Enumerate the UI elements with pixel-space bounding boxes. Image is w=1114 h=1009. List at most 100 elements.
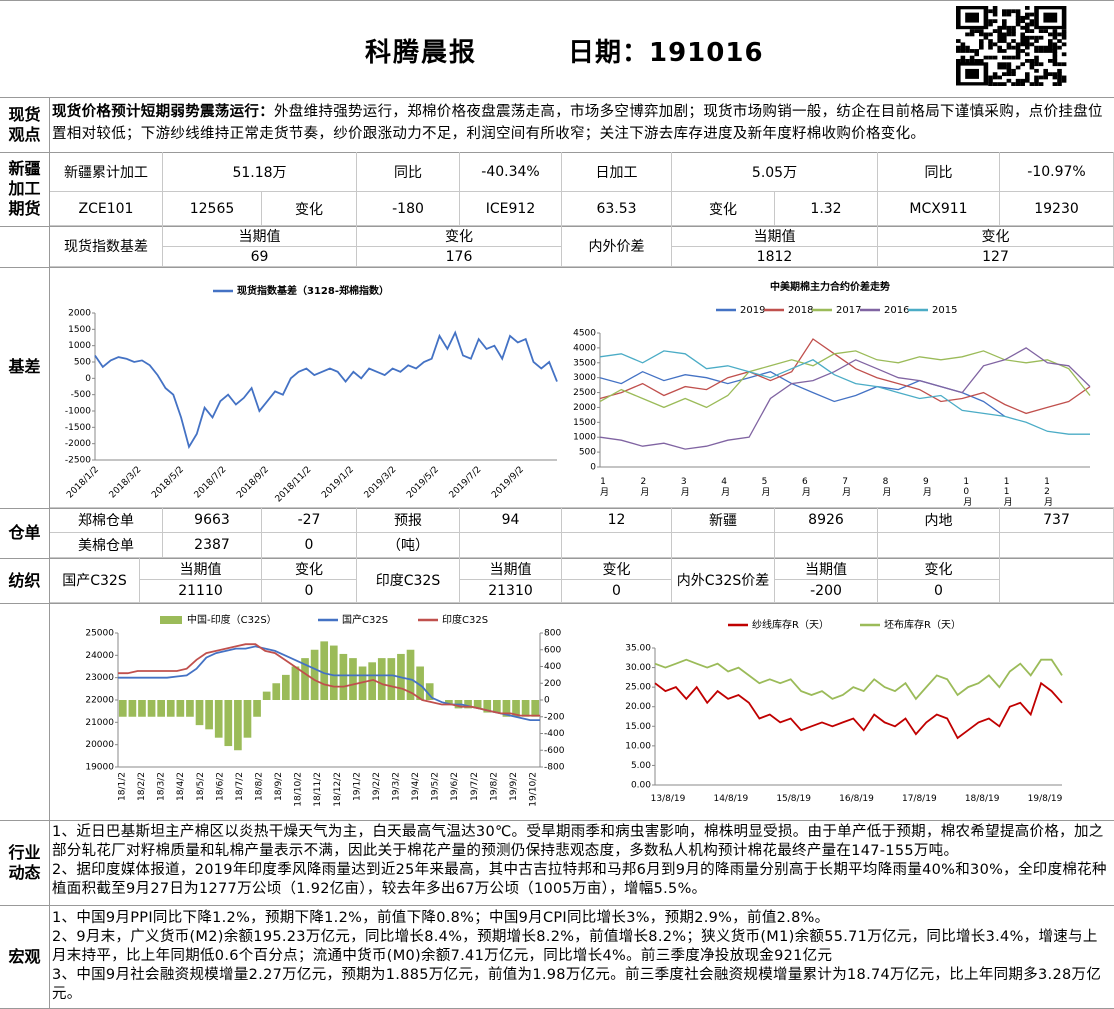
qr-module (988, 55, 993, 60)
qr-module (1006, 9, 1012, 14)
legend-label: 2018 (788, 305, 813, 316)
x-tick-label: 18/12/2 (333, 772, 343, 807)
qr-module (1025, 58, 1030, 63)
table-cell: 变化 (262, 558, 357, 580)
legend-label: 2017 (836, 305, 861, 316)
bar (291, 666, 300, 700)
macro-news-item: 1、中国9月PPI同比下降1.2%，预期下降1.2%，前值下降0.8%；中国9月… (52, 910, 830, 926)
legend-swatch (160, 616, 182, 624)
y-tick-label: -500 (71, 390, 92, 400)
legend-label: 坯布库存R（天） (884, 618, 961, 631)
bar (166, 700, 175, 717)
table-cell: 变化 (357, 226, 562, 247)
table-cell: 9663 (163, 508, 262, 533)
qr-finder (1043, 12, 1058, 23)
table-cell: 当期值 (140, 558, 262, 580)
y-tick-label: 35.00 (625, 644, 651, 654)
qr-module (1048, 49, 1053, 53)
table-cell: 内外C32S价差 (672, 558, 775, 603)
qr-module (1052, 55, 1058, 60)
x-tick-label: 2019/9/2 (490, 465, 526, 501)
y2-tick-label: 200 (544, 679, 561, 689)
bar (445, 700, 453, 705)
qr-module (1015, 45, 1021, 50)
y-tick-label: 21000 (85, 718, 114, 728)
y-tick-label: 2500 (573, 388, 596, 398)
qr-module (1020, 25, 1025, 30)
bar (310, 649, 319, 700)
qr-module (1043, 49, 1048, 53)
qr-module (1034, 75, 1039, 80)
qr-module (960, 58, 966, 63)
qr-module (997, 25, 1002, 30)
industry-news: 1、近日巴基斯坦主产棉区以炎热干燥天气为主，白天最高气温达30℃。受旱期雨季和病… (52, 823, 1112, 899)
qr-module (1015, 55, 1021, 60)
x-tick-label: 2019/7/2 (448, 465, 484, 501)
x-tick-label: 9月 (921, 477, 932, 497)
qr-module (1006, 42, 1012, 47)
spot-view-heading: 现货价格预计短期弱势震荡运行： (52, 104, 274, 120)
qr-module (1020, 62, 1025, 67)
bar (493, 700, 501, 713)
y-tick-label: 2000 (68, 309, 91, 319)
qr-module (1006, 12, 1012, 17)
y2-tick-label: 800 (544, 629, 561, 639)
qr-module (1011, 9, 1016, 14)
table-cell: 94 (460, 508, 562, 533)
qr-module (1052, 45, 1058, 50)
x-tick-label: 11月 (1002, 477, 1013, 507)
y-tick-label: 0 (590, 463, 596, 473)
qr-module (1025, 75, 1030, 80)
qr-module (974, 29, 979, 33)
section-label-text: 基差 (8, 357, 41, 376)
qr-module (1034, 82, 1039, 86)
qr-module (1061, 29, 1067, 33)
qr-module (969, 55, 975, 60)
qr-module (1020, 42, 1025, 47)
table-cell: （吨） (357, 533, 460, 558)
table-cell: 预报 (357, 508, 460, 533)
qr-module (1057, 82, 1062, 86)
qr-module (1034, 49, 1039, 53)
bar (138, 700, 146, 717)
bar (512, 700, 520, 717)
x-tick-label: 18/4/2 (176, 772, 186, 801)
section-label: 行业动态 (0, 820, 50, 905)
y-tick-label: -1500 (65, 423, 91, 433)
series-line (599, 350, 1090, 435)
qr-module (1011, 45, 1016, 50)
section-label-text: 现货观点 (8, 104, 41, 144)
row-rule (0, 152, 1114, 153)
bar (234, 700, 242, 751)
qr-module (1015, 52, 1021, 57)
section-label (0, 603, 50, 820)
qr-module (992, 82, 998, 86)
legend-label: 纱线库存R（天） (752, 618, 829, 631)
row-rule (0, 820, 1114, 821)
section-label-text: 纺织 (8, 570, 41, 590)
bar (282, 674, 290, 700)
qr-module (1034, 39, 1039, 43)
section-label: 宏观 (0, 905, 50, 1009)
y-tick-label: 25.00 (625, 683, 651, 693)
qr-module (1011, 29, 1016, 33)
qr-module (974, 58, 979, 63)
bar (118, 700, 127, 717)
qr-module (1061, 52, 1067, 57)
qr-module (1057, 45, 1062, 50)
qr-module (1052, 58, 1058, 63)
qr-module (1057, 32, 1062, 37)
qr-module (1043, 45, 1048, 50)
qr-module (1011, 82, 1016, 86)
legend-label: 中国-印度（C32S） (187, 613, 277, 626)
qr-module (1015, 19, 1021, 24)
qr-module (960, 55, 966, 60)
qr-module (979, 42, 984, 47)
table-cell: 当期值 (672, 226, 878, 247)
series-line (599, 350, 1091, 409)
qr-module (1025, 72, 1030, 77)
series-line (654, 681, 1063, 740)
table-cell: 内地 (878, 508, 1000, 533)
qr-module (1025, 25, 1030, 30)
y-tick-label: 500 (74, 358, 91, 368)
